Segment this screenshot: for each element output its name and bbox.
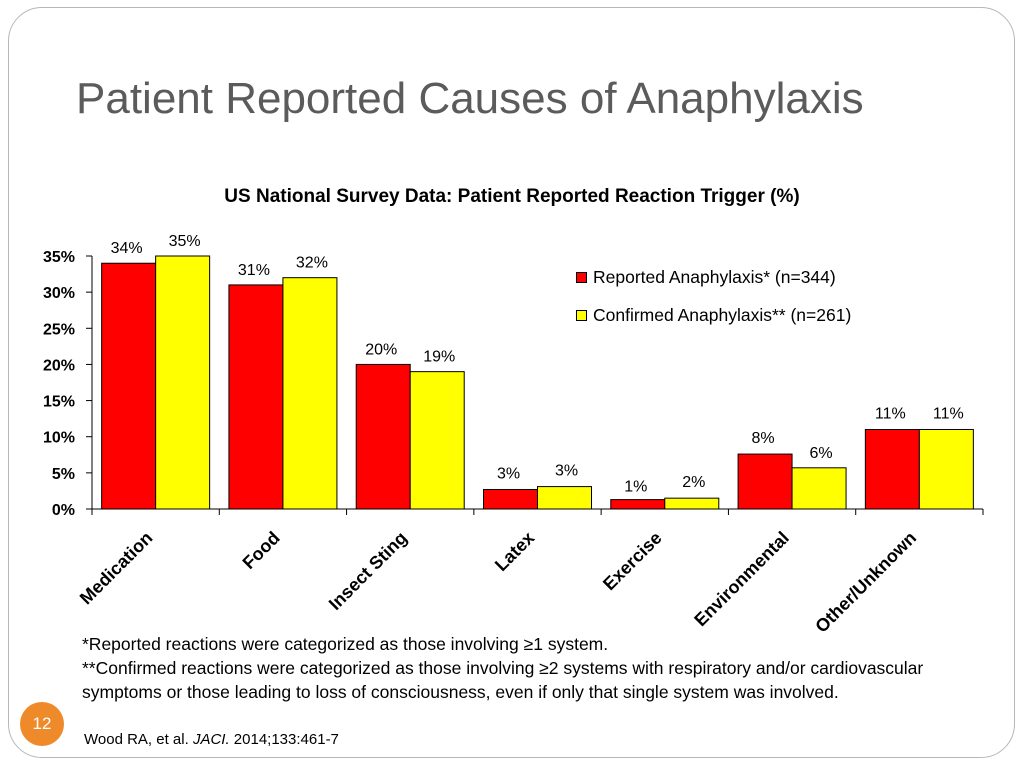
- data-label-reported: 20%: [365, 341, 397, 358]
- bar-confirmed: [409, 371, 465, 510]
- data-label-confirmed: 32%: [296, 255, 328, 272]
- bar-reported: [483, 488, 538, 510]
- chart-legend: Reported Anaphylaxis* (n=344) Confirmed …: [576, 258, 851, 334]
- slide-number: 12: [20, 702, 64, 746]
- y-tick-label: 10%: [43, 430, 75, 447]
- bar-chart: 0% 5% 10% 15% 20% 25% 30% 35% 34% 35% Medication 31…: [43, 233, 984, 637]
- citation: Wood RA, et al. JACI. 2014;133:461-7: [84, 731, 339, 748]
- data-label-reported: 3%: [497, 465, 520, 482]
- data-label-confirmed: 35%: [169, 233, 201, 250]
- bar-reported: [610, 499, 666, 510]
- footnote-confirmed: **Confirmed reactions were categorized a…: [82, 658, 924, 702]
- data-label-confirmed: 11%: [933, 405, 964, 422]
- x-category-label: Medication: [76, 528, 157, 609]
- x-category-label: Latex: [491, 528, 538, 575]
- y-tick-label: 35%: [43, 249, 75, 266]
- bar-reported: [101, 262, 157, 510]
- y-tick-label: 20%: [43, 357, 75, 374]
- legend-swatch-confirmed: [576, 309, 587, 321]
- y-tick-label: 25%: [43, 321, 75, 338]
- bar-reported: [864, 428, 920, 510]
- data-label-confirmed: 6%: [810, 445, 833, 462]
- slide-title: Patient Reported Causes of Anaphylaxis: [76, 74, 864, 123]
- data-label-confirmed: 3%: [555, 463, 578, 480]
- chart-title: US National Survey Data: Patient Reporte…: [224, 186, 800, 207]
- x-category-label: Insect Sting: [325, 528, 411, 614]
- data-label-reported: 1%: [624, 479, 647, 496]
- y-tick-label: 0%: [52, 502, 75, 519]
- bar-confirmed: [537, 486, 592, 510]
- data-label-reported: 8%: [752, 430, 775, 447]
- x-category-label: Food: [239, 528, 284, 573]
- x-category-label: Exercise: [599, 528, 666, 595]
- data-label-reported: 31%: [238, 262, 270, 279]
- legend-swatch-reported: [576, 271, 587, 283]
- bar-confirmed: [664, 497, 720, 510]
- data-label-reported: 34%: [111, 240, 143, 257]
- x-category-label: Environmental: [690, 528, 793, 631]
- y-tick-label: 5%: [52, 466, 75, 483]
- legend-label-confirmed: Confirmed Anaphylaxis** (n=261): [593, 304, 852, 325]
- bar-confirmed: [282, 277, 338, 510]
- citation-journal: JACI.: [192, 731, 230, 748]
- citation-details: 2014;133:461-7: [229, 731, 339, 748]
- legend-item-confirmed: Confirmed Anaphylaxis** (n=261): [576, 296, 851, 334]
- data-label-confirmed: 2%: [682, 474, 705, 491]
- y-tick-label: 15%: [43, 394, 75, 411]
- data-label-reported: 11%: [875, 405, 906, 422]
- legend-label-reported: Reported Anaphylaxis* (n=344): [593, 266, 836, 287]
- footnotes: *Reported reactions were categorized as …: [82, 632, 982, 704]
- bar-reported: [228, 284, 284, 510]
- bar-reported: [737, 453, 793, 510]
- bar-reported: [355, 363, 411, 510]
- footnote-reported: *Reported reactions were categorized as …: [82, 634, 609, 654]
- bar-confirmed: [918, 428, 974, 510]
- citation-authors: Wood RA, et al.: [84, 731, 193, 748]
- bar-confirmed: [155, 255, 211, 510]
- data-label-confirmed: 19%: [423, 349, 455, 366]
- y-tick-label: 30%: [43, 285, 75, 302]
- x-category-label: Other/Unknown: [811, 528, 920, 637]
- legend-item-reported: Reported Anaphylaxis* (n=344): [576, 258, 851, 296]
- bar-confirmed: [791, 467, 847, 510]
